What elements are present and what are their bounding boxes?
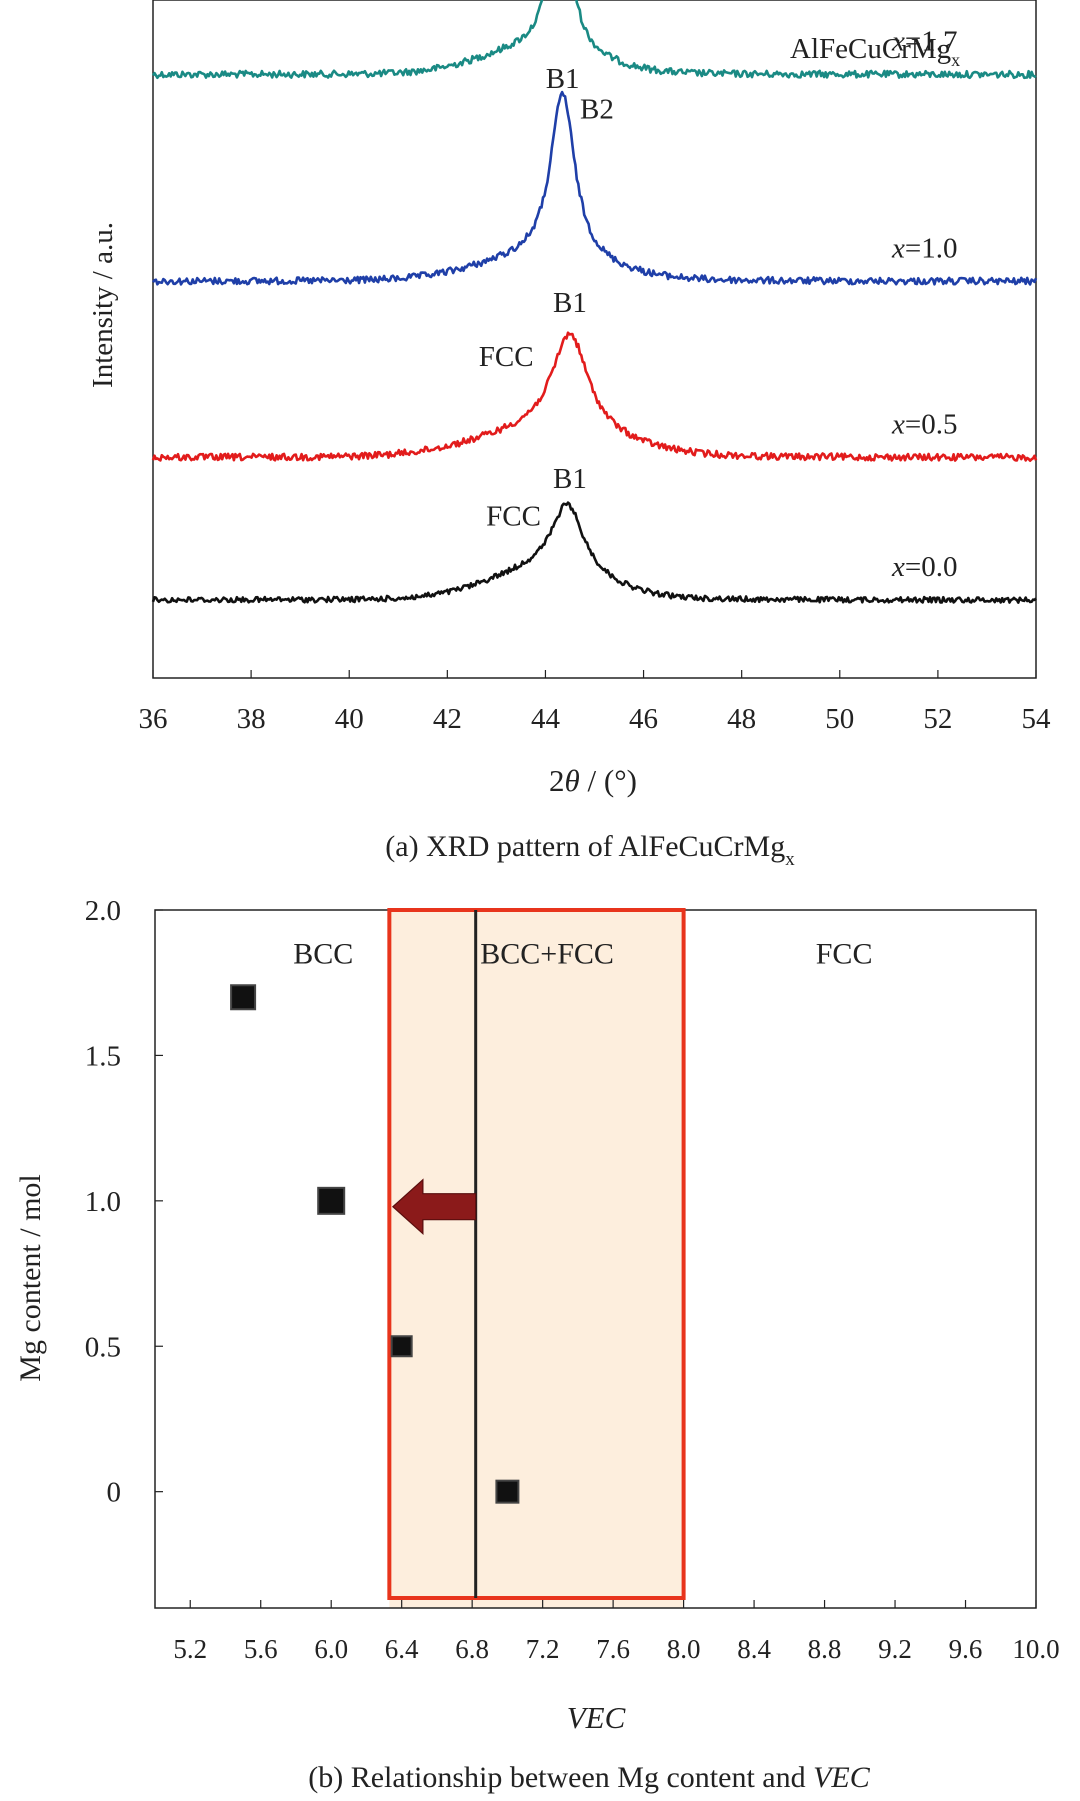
vec-y-tick-label: 0.5 xyxy=(85,1331,121,1363)
vec-x-tick-label: 10.0 xyxy=(1012,1634,1059,1664)
vec-highlight-border xyxy=(387,908,686,1600)
xrd-series-line-4 xyxy=(151,501,1037,604)
vec-y-tick-label: 2.0 xyxy=(85,895,121,927)
xrd-x-label-theta: θ xyxy=(565,763,580,798)
xrd-x-axis-label: 2θ / (°) xyxy=(549,763,637,798)
vec-y-axis-label: Mg content / mol xyxy=(14,1174,47,1381)
xrd-series-label-var: x xyxy=(891,551,905,583)
vec-y-tick-label: 1.0 xyxy=(85,1186,121,1218)
xrd-title-subscript: x xyxy=(951,50,960,70)
vec-region-label-bcc: BCC xyxy=(293,938,353,971)
xrd-series-line-2 xyxy=(151,90,1038,286)
xrd-x-ticks: 36 38 40 42 44 46 48 50 52 54 xyxy=(139,670,1052,735)
xrd-series-label-3: x=0.5 xyxy=(891,409,957,441)
xrd-peak-label: FCC xyxy=(479,341,534,373)
vec-x-axis-label: VEC xyxy=(567,1700,626,1735)
xrd-plot-frame xyxy=(152,0,1037,679)
vec-data-point-2 xyxy=(317,1186,346,1215)
xrd-series-group xyxy=(151,0,1038,604)
xrd-title: AlFeCuCrMgx xyxy=(790,33,960,70)
xrd-annotations: B1B2B1B2B1FCCB1FCC xyxy=(479,63,614,532)
vec-shift-arrow xyxy=(392,1178,477,1236)
xrd-peak-label: B1 xyxy=(553,463,587,495)
xrd-caption-subscript: x xyxy=(785,849,795,870)
vec-data-point-3 xyxy=(390,1335,413,1358)
vec-x-tick-label: 7.6 xyxy=(596,1634,630,1664)
vec-x-tick-label: 9.2 xyxy=(878,1634,912,1664)
vec-y-tick-label: 0 xyxy=(107,1477,122,1509)
vec-caption-base: (b) Relationship between Mg content and xyxy=(308,1761,813,1794)
xrd-panel: B1B2B1B2B1FCCB1FCC x=1.7x=1.0x=0.5x=0.0 … xyxy=(87,0,1051,870)
xrd-series-label-4: x=0.0 xyxy=(891,551,957,583)
vec-data-points xyxy=(230,984,520,1504)
vec-x-tick-label: 8.4 xyxy=(737,1634,771,1664)
vec-highlight-fill xyxy=(389,910,684,1608)
vec-x-tick-label: 5.6 xyxy=(244,1634,278,1664)
xrd-x-tick-label: 48 xyxy=(727,703,756,735)
xrd-series-label-value: =0.5 xyxy=(905,409,958,441)
xrd-x-tick-label: 40 xyxy=(335,703,364,735)
xrd-x-tick-label: 42 xyxy=(433,703,462,735)
xrd-series-label-value: =0.0 xyxy=(905,551,958,583)
vec-x-tick-label: 6.8 xyxy=(455,1634,489,1664)
vec-axis-ticks: 5.2 5.6 6.0 6.4 6.8 7.2 7.6 8.0 8.4 8.8 9.2 9.6 10.0… xyxy=(85,895,1060,1664)
vec-x-tick-label: 9.6 xyxy=(949,1634,983,1664)
xrd-series-label-2: x=1.0 xyxy=(891,232,957,264)
xrd-series-label-value: =1.0 xyxy=(905,232,958,264)
xrd-peak-label: B2 xyxy=(580,94,614,126)
xrd-x-tick-label: 54 xyxy=(1022,703,1052,735)
vec-x-tick-label: 8.0 xyxy=(667,1634,701,1664)
vec-caption-italic: VEC xyxy=(813,1761,871,1794)
xrd-series-label-1: x=1.7 xyxy=(891,26,957,58)
xrd-series-label-var: x xyxy=(891,26,905,58)
vec-x-tick-label: 7.2 xyxy=(526,1634,560,1664)
xrd-x-tick-label: 52 xyxy=(923,703,952,735)
vec-region-label-fcc: FCC xyxy=(816,938,873,971)
xrd-caption: (a) XRD pattern of AlFeCuCrMgx xyxy=(385,830,795,870)
xrd-x-tick-label: 50 xyxy=(825,703,854,735)
xrd-x-tick-label: 46 xyxy=(629,703,658,735)
xrd-peak-label: B1 xyxy=(546,63,580,95)
xrd-series-line-1 xyxy=(151,0,1037,80)
xrd-series-label-var: x xyxy=(891,232,905,264)
xrd-x-label-suffix: / (°) xyxy=(580,763,637,798)
vec-panel: BCC BCC+FCC FCC 5.2 5.6 6.0 6.4 6.8 7.2 7.6 8.0 8.… xyxy=(14,895,1060,1794)
xrd-series-label-var: x xyxy=(891,409,905,441)
xrd-series-line-3 xyxy=(151,331,1038,462)
vec-x-tick-label: 6.0 xyxy=(314,1634,348,1664)
vec-x-tick-label: 5.2 xyxy=(173,1634,207,1664)
xrd-title-base: AlFeCuCrMg xyxy=(790,33,951,65)
vec-data-point-1 xyxy=(230,984,257,1011)
xrd-x-label-prefix: 2 xyxy=(549,763,565,798)
xrd-peak-label: B1 xyxy=(553,287,587,319)
vec-y-tick-label: 1.5 xyxy=(85,1040,121,1072)
vec-region-label-bcc-plus-fcc: BCC+FCC xyxy=(480,938,614,971)
vec-highlight-area xyxy=(389,910,684,1608)
xrd-y-axis-label: Intensity / a.u. xyxy=(87,222,119,388)
vec-region-labels: BCC BCC+FCC FCC xyxy=(293,938,872,971)
xrd-series-labels: x=1.7x=1.0x=0.5x=0.0 xyxy=(891,26,957,583)
xrd-series-label-value: =1.7 xyxy=(905,26,958,58)
xrd-x-tick-label: 44 xyxy=(531,703,561,735)
xrd-caption-base: (a) XRD pattern of AlFeCuCrMg xyxy=(385,830,785,863)
xrd-peak-label: FCC xyxy=(486,500,541,532)
vec-data-point-4 xyxy=(495,1479,520,1504)
xrd-x-tick-label: 38 xyxy=(237,703,266,735)
xrd-x-tick-label: 36 xyxy=(139,703,168,735)
vec-x-tick-label: 8.8 xyxy=(808,1634,842,1664)
vec-x-tick-label: 6.4 xyxy=(385,1634,419,1664)
vec-caption: (b) Relationship between Mg content and … xyxy=(308,1761,871,1794)
vec-plot-overlays xyxy=(387,908,686,1600)
